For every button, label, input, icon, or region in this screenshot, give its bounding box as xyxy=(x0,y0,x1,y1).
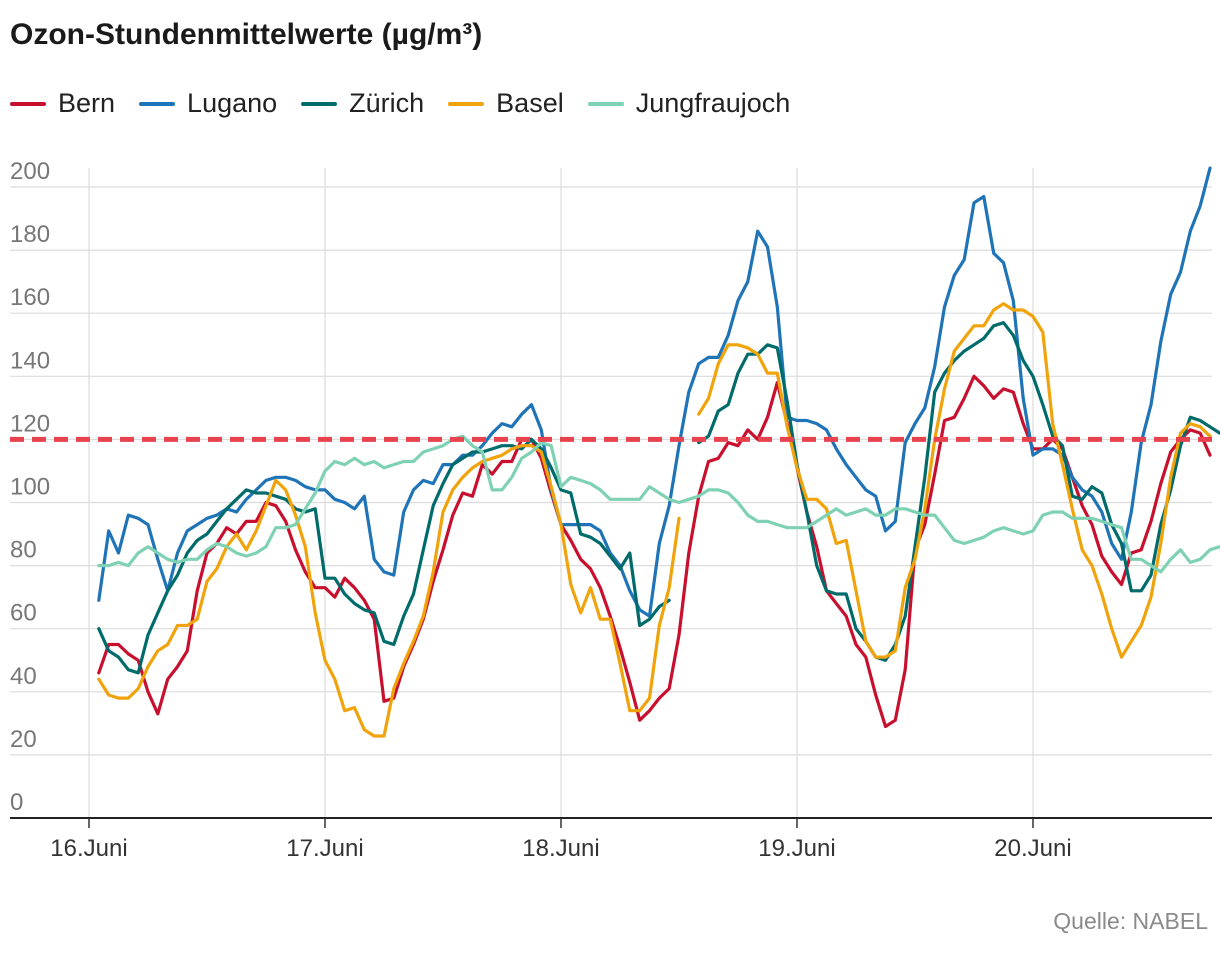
x-tick-label: 18.Juni xyxy=(522,835,599,862)
legend-label: Bern xyxy=(58,88,116,118)
chart-title: Ozon-Stundenmittelwerte (µg/m³) xyxy=(10,18,483,51)
series-line-bern xyxy=(97,374,1212,729)
legend-label: Zürich xyxy=(349,88,425,118)
y-tick-label: 80 xyxy=(10,537,37,564)
y-tick-label: 0 xyxy=(10,789,23,816)
x-tick-label: 20.Juni xyxy=(994,835,1071,862)
legend-item: Lugano xyxy=(139,88,277,119)
series-line-jungfraujoch xyxy=(97,434,1220,574)
source-note: Quelle: NABEL xyxy=(1053,908,1208,934)
legend-item: Zürich xyxy=(301,88,424,119)
y-tick-label: 60 xyxy=(10,600,37,627)
y-tick-label: 160 xyxy=(10,284,50,311)
y-tick-label: 200 xyxy=(10,158,50,185)
legend: Bern Lugano Zürich Basel Jungfraujoch xyxy=(10,88,814,119)
y-axis-tick-labels: 0 20 40 60 80 100 120 140 160 180 200 xyxy=(10,158,50,816)
legend-swatch xyxy=(301,101,338,106)
series-line-zrich xyxy=(97,437,671,675)
y-tick-label: 100 xyxy=(10,474,50,501)
x-tick-label: 16.Juni xyxy=(50,835,127,862)
series-lines xyxy=(97,166,1220,738)
legend-swatch xyxy=(448,101,485,106)
grid-lines xyxy=(10,168,1212,818)
legend-swatch xyxy=(10,101,46,106)
legend-swatch xyxy=(139,101,176,106)
legend-item: Basel xyxy=(448,88,564,119)
series-line-basel xyxy=(697,302,1212,659)
legend-label: Jungfraujoch xyxy=(635,88,791,118)
legend-item: Bern xyxy=(10,88,115,119)
series-line-basel xyxy=(97,444,681,738)
legend-label: Basel xyxy=(496,88,564,118)
x-tick-label: 19.Juni xyxy=(758,835,835,862)
legend-item: Jungfraujoch xyxy=(587,88,791,119)
legend-label: Lugano xyxy=(187,88,278,118)
series-line-zrich xyxy=(697,321,1220,662)
x-axis-tick-labels: 16.Juni 17.Juni 18.Juni 19.Juni 20.Juni xyxy=(50,835,1071,862)
y-tick-label: 140 xyxy=(10,347,50,374)
axis-layer xyxy=(10,817,1212,828)
y-tick-label: 20 xyxy=(10,726,37,753)
y-tick-label: 180 xyxy=(10,221,50,248)
y-tick-label: 120 xyxy=(10,410,50,437)
x-tick-label: 17.Juni xyxy=(286,835,363,862)
y-tick-label: 40 xyxy=(10,663,37,690)
series-line-lugano xyxy=(97,166,1212,618)
legend-swatch xyxy=(587,101,624,106)
